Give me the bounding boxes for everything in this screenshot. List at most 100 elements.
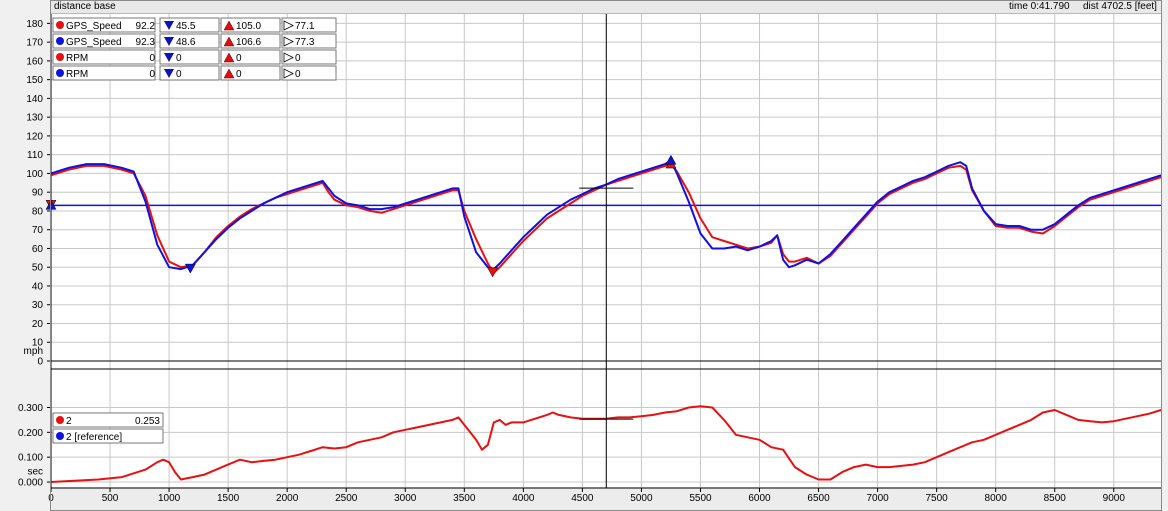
legend-series-dot-icon [56,69,64,77]
legend-average-value: 77.1 [295,21,315,32]
legend-channel-name: RPM [66,69,88,80]
legend-max-value: 0 [236,53,242,64]
speed-y-tick-label: 70 [32,225,44,236]
legend-cell [52,17,156,33]
average-arrow-icon [283,68,294,79]
x-axis-tick-label: 3000 [394,493,417,504]
legend-current-value: 92.3 [136,37,156,48]
chart-header-bar: distance base time 0:41.790 dist 4702.5 … [51,0,1161,14]
legend-average-value: 0 [295,53,301,64]
x-axis-tick-label: 5500 [689,493,712,504]
x-axis-tick-label: 7000 [866,493,889,504]
speed-y-tick-label: 150 [26,75,43,86]
legend-channel-name: GPS_Speed [66,37,122,48]
x-axis-tick-label: 1000 [158,493,181,504]
x-axis-strip [51,488,1161,511]
legend-series-dot-icon [56,432,64,440]
legend-average-value: 0 [295,69,301,80]
speed-y-tick-label: 120 [26,131,43,142]
speed-series-reference-blue [50,159,1162,271]
legend-min-value: 48.6 [176,37,196,48]
delta-y-tick-label: 0.000 [18,478,43,489]
legend-series-dot-icon [56,21,64,29]
cursor-time-readout: time 0:41.790 [1009,1,1070,12]
speed-y-tick-label: 40 [32,281,44,292]
legend-current-value: 0 [149,69,155,80]
legend-current-value: 0 [149,53,155,64]
legend-min-value: 0 [176,53,182,64]
speed-y-tick-label: 0 [37,357,43,368]
legend-cell [52,33,156,49]
legend-cell [52,428,164,444]
x-axis-tick-label: 8500 [1044,493,1067,504]
legend-channel-name: RPM [66,53,88,64]
max-marker-icon [665,154,677,165]
legend-average-value: 77.3 [295,37,315,48]
max-arrow-icon [223,52,235,63]
speed-y-tick-label: 20 [32,319,44,330]
speed-y-tick-label: 130 [26,113,43,124]
delta-y-tick-label: 0.100 [18,453,43,464]
x-axis-tick-label: 8000 [985,493,1008,504]
legend-cell [281,49,337,65]
x-axis-tick-label: 2000 [276,493,299,504]
legend-current-value: 92.2 [136,21,156,32]
average-arrow-icon [283,36,294,47]
legend-cell [159,65,220,81]
x-axis-tick-label: 6000 [748,493,771,504]
legend-cell [220,65,281,81]
delta-y-tick-label: 0.300 [18,403,43,414]
min-arrow-icon [164,21,174,30]
x-axis-tick-label: 1500 [217,493,240,504]
legend-cell [220,33,281,49]
min-marker-icon [487,267,499,278]
legend-cell [52,49,156,65]
legend-cell [281,33,337,49]
speed-y-tick-label: 90 [32,188,44,199]
speed-y-unit-label: mph [24,346,43,357]
legend-cell [281,17,337,33]
legend-series-dot-icon [56,416,64,424]
speed-y-tick-label: 30 [32,300,44,311]
delta-y-tick-label: 0.200 [18,428,43,439]
speed-y-tick-label: 170 [26,38,43,49]
max-arrow-icon [223,68,235,79]
average-arrow-icon [283,20,294,31]
legend-channel-name: GPS_Speed [66,21,122,32]
min-arrow-icon [164,37,174,46]
legend-cell [281,65,337,81]
legend-min-value: 0 [176,69,182,80]
x-axis-tick-label: 5000 [630,493,653,504]
speed-y-tick-label: 180 [26,19,43,30]
min-marker-icon [184,263,196,274]
legend-min-value: 45.5 [176,21,196,32]
speed-y-tick-label: 50 [32,263,44,274]
legend-max-value: 0 [236,69,242,80]
view-title: distance base [54,1,116,12]
max-arrow-icon [223,36,235,47]
legend-current-value: 0.253 [135,416,160,427]
speed-y-tick-label: 60 [32,244,44,255]
legend-series-dot-icon [56,37,64,45]
legend-cell [52,65,156,81]
delta-y-unit-label: sec [27,466,43,477]
speed-y-tick-label: 80 [32,206,44,217]
speed-y-tick-label: 110 [27,150,43,161]
legend-channel-name: 2 [66,416,72,427]
speed-y-tick-label: 100 [26,169,43,180]
x-axis-tick-label: 2500 [335,493,358,504]
x-axis-tick-label: 0 [48,493,54,504]
x-axis-tick-label: 3500 [453,493,476,504]
average-arrow-icon [283,52,294,63]
legend-cell [159,49,220,65]
x-axis-tick-label: 7500 [926,493,949,504]
x-axis-tick-label: 500 [102,493,119,504]
x-axis-tick-label: 6500 [807,493,830,504]
x-axis-tick-label: 9000 [1103,493,1126,504]
legend-cell [159,17,220,33]
min-arrow-icon [164,53,174,62]
legend-cell [159,33,220,49]
x-axis-tick-label: 4000 [512,493,535,504]
speed-y-tick-label: 160 [26,56,43,67]
